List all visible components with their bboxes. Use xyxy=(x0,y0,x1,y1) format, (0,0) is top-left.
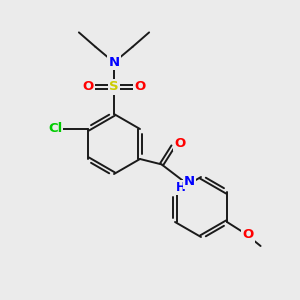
Text: O: O xyxy=(174,137,185,150)
Text: O: O xyxy=(242,228,253,242)
Text: Cl: Cl xyxy=(48,122,62,136)
Text: S: S xyxy=(109,80,119,94)
Text: H: H xyxy=(176,181,185,194)
Text: O: O xyxy=(82,80,94,94)
Text: N: N xyxy=(108,56,120,69)
Text: N: N xyxy=(184,175,195,188)
Text: O: O xyxy=(134,80,146,94)
